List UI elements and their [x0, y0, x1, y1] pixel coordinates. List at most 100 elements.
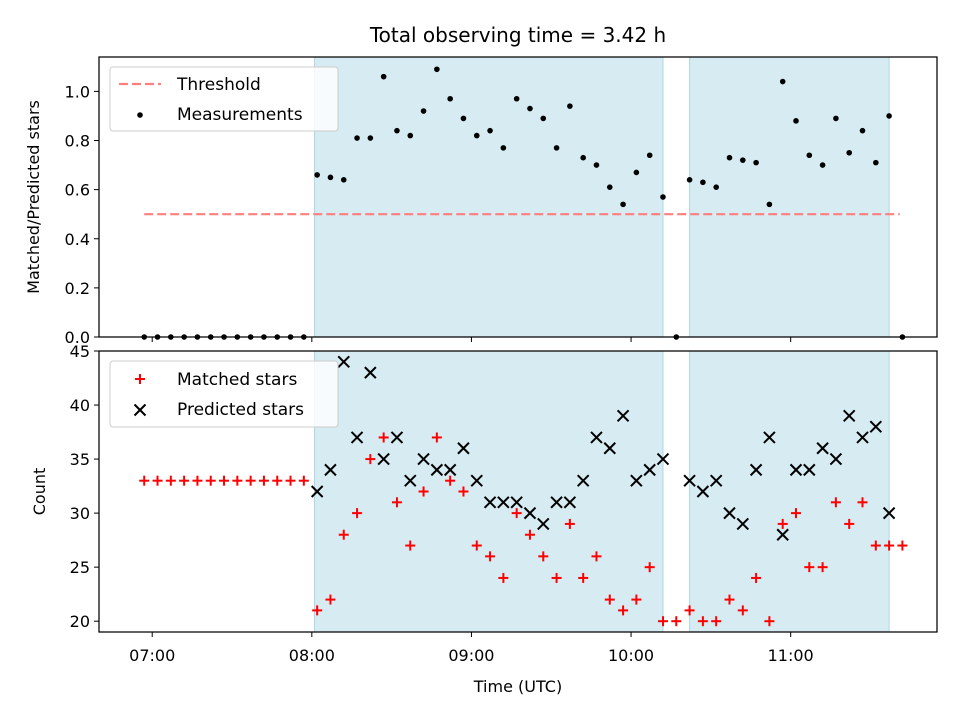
matched-star-point — [737, 605, 748, 616]
predicted-star-point — [390, 431, 404, 444]
matched-star-point — [431, 432, 442, 443]
x-stroke — [350, 431, 364, 444]
x-stroke — [709, 474, 723, 487]
chart-title: Total observing time = 3.42 h — [369, 23, 666, 47]
legend-predicted-swatch — [133, 403, 147, 417]
x-stroke — [430, 463, 444, 477]
measurement-point — [686, 177, 693, 183]
matched-star-point — [378, 432, 389, 443]
predicted-star-point — [350, 431, 364, 444]
x-stroke — [483, 496, 497, 509]
matched-star-point — [697, 616, 708, 627]
matched-star-point — [152, 475, 163, 486]
measurement-point — [473, 132, 480, 139]
measurement-point — [500, 145, 507, 151]
predicted-star-point — [337, 355, 350, 369]
matched-star-point — [258, 475, 269, 486]
predicted-star-point — [643, 463, 656, 477]
x-stroke — [390, 431, 404, 444]
measurement-point — [806, 152, 813, 159]
x-stroke — [324, 463, 337, 477]
x-stroke — [603, 442, 616, 455]
x-stroke — [803, 463, 816, 477]
x-stroke — [590, 431, 603, 444]
measurement-point — [779, 78, 786, 85]
predicted-star-point — [510, 496, 523, 509]
measurement-point — [540, 115, 547, 122]
predicted-star-point — [882, 506, 896, 520]
x-stroke — [749, 463, 763, 477]
measurement-point — [739, 157, 746, 163]
predicted-star-point — [377, 452, 390, 466]
matched-star-point — [671, 616, 682, 627]
matched-star-point — [684, 605, 695, 616]
predicted-star-point — [523, 506, 537, 520]
x-stroke — [789, 463, 803, 477]
matched-star-point — [724, 594, 735, 605]
x-stroke — [337, 355, 350, 369]
measurement-point — [766, 201, 773, 208]
matched-star-point — [644, 562, 655, 573]
predicted-star-point — [630, 474, 643, 487]
x-stroke — [763, 431, 776, 444]
measurement-point — [420, 108, 427, 114]
measurement-point — [886, 113, 892, 119]
x-stroke — [816, 442, 829, 455]
predicted-star-point — [696, 485, 710, 498]
predicted-star-point — [576, 474, 590, 487]
x-axis-label: Time (UTC) — [473, 677, 562, 696]
predicted-star-point — [803, 463, 816, 477]
matched-star-point — [352, 508, 363, 519]
y-tick-label: 0.4 — [65, 230, 90, 249]
x-stroke — [470, 474, 483, 487]
measurement-point — [553, 145, 560, 151]
matched-star-point — [817, 562, 828, 573]
matched-star-point — [751, 572, 762, 583]
matched-star-point — [205, 475, 216, 486]
matched-star-point — [564, 518, 575, 529]
matched-star-point — [232, 475, 243, 486]
x-stroke — [310, 485, 324, 498]
x-stroke — [843, 409, 856, 423]
predicted-star-point — [417, 452, 430, 466]
matched-star-point — [764, 616, 775, 627]
matched-star-point — [418, 486, 429, 497]
x-stroke — [776, 528, 789, 541]
measurement-point — [753, 159, 759, 166]
measurement-point — [700, 179, 706, 186]
matched-star-point — [511, 508, 522, 519]
y-tick-label: 25 — [70, 558, 90, 577]
x-stroke — [377, 452, 390, 466]
y-tick-label: 0.0 — [65, 328, 90, 347]
measurement-point — [513, 95, 520, 102]
predicted-star-point — [763, 431, 776, 444]
measurement-point — [580, 154, 586, 161]
matched-star-point — [192, 475, 203, 486]
predicted-star-point — [869, 420, 883, 433]
top-y-axis-label: Matched/Predicted stars — [24, 100, 43, 294]
bottom-legend: Matched stars Predicted stars — [109, 360, 339, 428]
measurement-point — [434, 66, 440, 73]
x-stroke — [404, 474, 417, 487]
predicted-star-point — [789, 463, 803, 477]
matched-star-point — [870, 540, 881, 551]
x-stroke — [443, 463, 457, 477]
top-panel: 0.0 0.2 0.4 0.6 0.8 1.0 Total observing time … — [24, 23, 938, 347]
x-stroke — [457, 442, 470, 455]
matched-star-point — [179, 475, 190, 486]
x-stroke — [856, 431, 869, 444]
predicted-star-point — [470, 474, 483, 487]
matched-star-point — [711, 616, 722, 627]
x-stroke — [683, 474, 696, 487]
top-x-ticks — [151, 337, 792, 342]
x-stroke — [576, 474, 590, 487]
measurement-point — [873, 159, 879, 166]
matched-star-point — [245, 475, 256, 486]
measurement-point — [394, 127, 400, 134]
predicted-star-point — [430, 463, 444, 477]
matched-star-point — [285, 475, 296, 486]
matched-star-point — [538, 551, 549, 562]
matched-star-point — [272, 475, 283, 486]
matched-star-point — [365, 454, 376, 465]
shaded-interval — [314, 57, 663, 337]
